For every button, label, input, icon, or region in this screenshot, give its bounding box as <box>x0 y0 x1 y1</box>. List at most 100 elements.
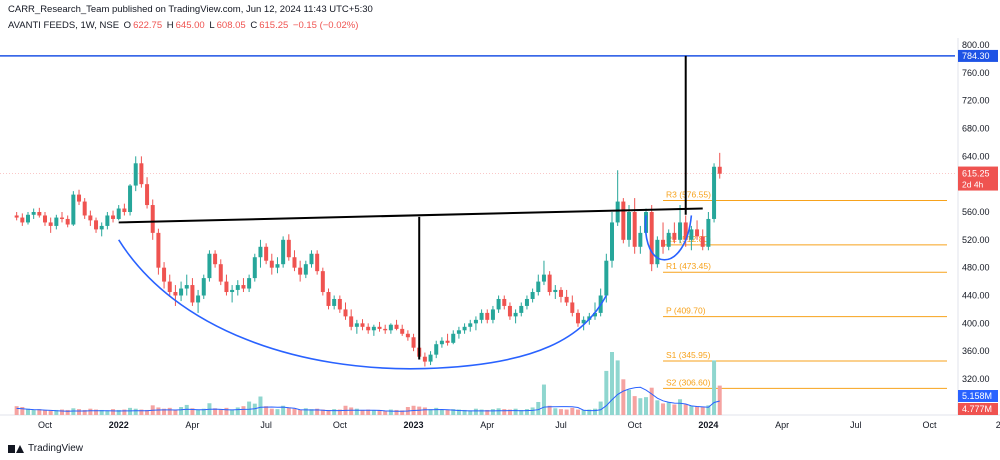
volume-bar <box>473 408 478 415</box>
candle-body <box>558 289 563 297</box>
candle-body <box>360 323 365 327</box>
volume-bar <box>48 410 53 415</box>
volume-bar <box>213 408 218 415</box>
low-value: 608.05 <box>216 20 246 31</box>
volume-bar <box>468 410 473 415</box>
volume-bar <box>360 409 365 415</box>
volume-bar <box>621 379 626 415</box>
candle-body <box>456 330 461 334</box>
volume-bar <box>683 404 688 415</box>
candle-body <box>519 305 524 313</box>
volume-bar <box>292 408 297 415</box>
candle-body <box>570 302 575 313</box>
candle-body <box>632 212 637 247</box>
candle-body <box>411 337 416 348</box>
cup-pattern-curve <box>118 239 608 370</box>
candle-body <box>649 212 654 265</box>
volume-bar <box>20 407 25 415</box>
volume-bar <box>309 409 314 415</box>
candle-body <box>218 264 223 282</box>
bar-countdown-label: 2d 4h <box>962 180 984 190</box>
volume-bar <box>252 403 257 415</box>
candle-body <box>524 298 529 306</box>
neckline-drawing <box>118 207 703 224</box>
volume-bar <box>167 407 172 415</box>
tradingview-brand: TradingView <box>28 443 84 454</box>
pivot-label: R1 (473.45) <box>666 261 711 271</box>
candle-body <box>196 295 201 303</box>
candle-body <box>207 253 212 279</box>
time-tick-label: Apr <box>185 420 199 430</box>
volume-bar <box>712 360 717 415</box>
volume-bar <box>400 410 405 415</box>
volume-bar <box>337 409 342 415</box>
candle-body <box>116 208 121 219</box>
candle-body <box>173 292 178 296</box>
candle-body <box>615 201 620 223</box>
target-price-label: 784.30 <box>962 51 990 61</box>
candle-body <box>179 288 184 296</box>
price-tick-label: 640.00 <box>962 151 990 161</box>
candle-body <box>111 215 116 219</box>
time-tick-label: Oct <box>38 420 53 430</box>
time-tick-label: 2023 <box>404 420 424 430</box>
candle-body <box>269 260 274 268</box>
volume-bar <box>122 409 127 415</box>
candle-body <box>77 194 82 202</box>
volume-bar <box>587 409 592 415</box>
volume-bar <box>264 406 269 415</box>
time-tick-label: Jul <box>555 420 567 430</box>
price-tick-label: 360.00 <box>962 346 990 356</box>
volume-bar <box>156 407 161 415</box>
candle-body <box>20 217 25 223</box>
candle-body <box>490 309 495 320</box>
change-value: −0.15 (−0.02%) <box>292 20 359 31</box>
volume-bar <box>82 409 87 415</box>
volume-bar <box>434 407 439 415</box>
volume-last-label: 4.777M <box>962 404 992 414</box>
candle-body <box>139 163 144 185</box>
volume-bar <box>25 408 30 415</box>
pivot-label: P (409.70) <box>666 306 706 316</box>
last-price-tag <box>958 166 998 191</box>
candle-body <box>638 232 643 247</box>
price-tick-label: 560.00 <box>962 207 990 217</box>
candle-body <box>292 257 297 268</box>
candle-body <box>43 215 47 223</box>
volume-bar <box>224 407 229 415</box>
tradingview-logo[interactable]: TradingView <box>8 443 83 454</box>
volume-bar <box>678 399 683 415</box>
candle-body <box>513 312 518 317</box>
candle-body <box>31 212 36 215</box>
candle-body <box>468 323 473 327</box>
candle-body <box>65 218 70 225</box>
volume-bar <box>366 409 371 415</box>
volume-bar <box>649 387 654 415</box>
volume-bar <box>105 410 110 415</box>
published-caption: CARR_Research_Team published on TradingV… <box>8 4 373 15</box>
time-tick-label: 2022 <box>109 420 129 430</box>
volume-bar <box>235 407 240 415</box>
candle-body <box>678 222 683 240</box>
volume-bar <box>54 409 59 415</box>
candle-body <box>371 326 376 331</box>
volume-bar <box>258 396 263 415</box>
candle-body <box>281 239 286 265</box>
volume-bar <box>695 406 700 415</box>
candle-body <box>252 257 257 279</box>
volume-bar <box>422 407 427 415</box>
candle-body <box>473 319 478 324</box>
candle-body <box>394 324 399 329</box>
candle-body <box>88 215 93 221</box>
candle-body <box>462 326 467 331</box>
candle-body <box>507 305 512 317</box>
candle-body <box>604 260 609 296</box>
volume-bar <box>615 360 620 415</box>
candle-body <box>627 212 632 240</box>
candle-body <box>190 285 195 303</box>
candle-body <box>71 194 76 225</box>
candle-body <box>666 232 671 247</box>
target-price-tag <box>958 49 998 62</box>
volume-bar <box>507 409 512 415</box>
